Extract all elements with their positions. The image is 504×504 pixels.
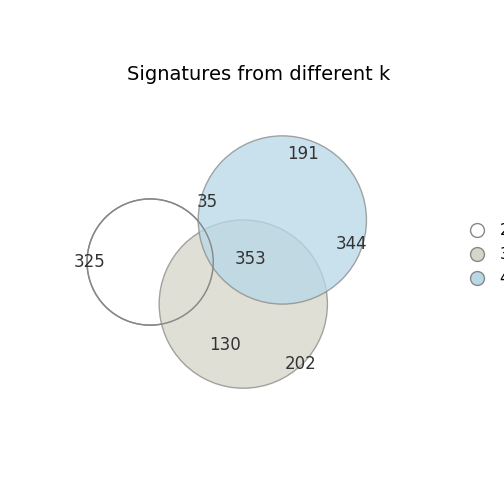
Text: 202: 202 — [284, 355, 316, 373]
Text: 344: 344 — [336, 235, 367, 253]
Text: 353: 353 — [235, 250, 267, 268]
Circle shape — [198, 136, 366, 304]
Text: 325: 325 — [74, 253, 106, 271]
Legend: 2-group, 3-group, 4-group: 2-group, 3-group, 4-group — [461, 223, 504, 286]
Text: 130: 130 — [209, 336, 241, 354]
Text: 35: 35 — [197, 193, 218, 211]
Circle shape — [159, 220, 328, 388]
Title: Signatures from different k: Signatures from different k — [127, 65, 390, 84]
Text: 191: 191 — [287, 145, 319, 163]
